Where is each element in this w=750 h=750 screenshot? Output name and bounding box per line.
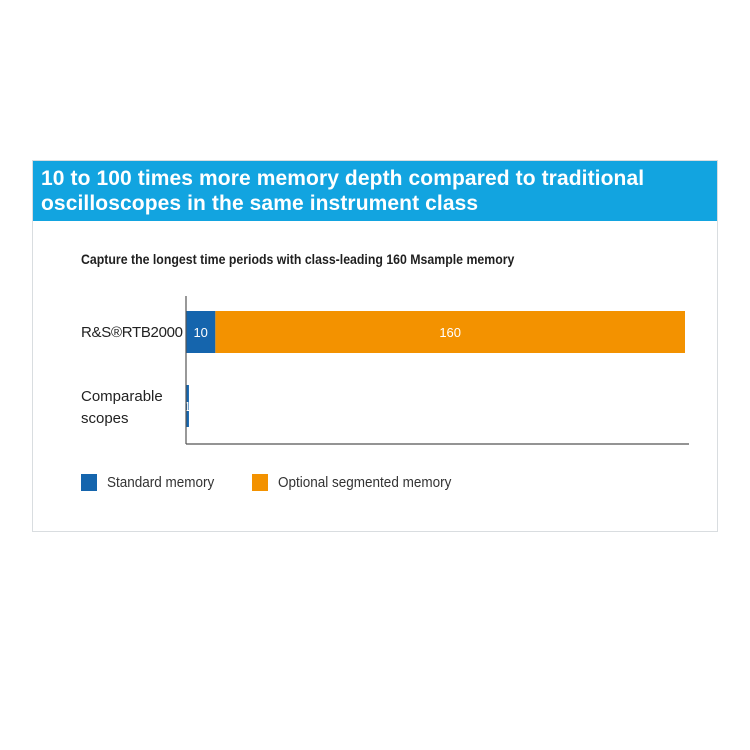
bar-optional-0 — [215, 311, 685, 353]
chart-title: Capture the longest time periods with cl… — [81, 251, 515, 267]
category-label-1-0: Comparable — [81, 388, 163, 405]
legend-label-optional: Optional segmented memory — [278, 474, 452, 491]
headline-banner: 10 to 100 times more memory depth compar… — [33, 161, 717, 221]
category-label-1-1: scopes — [81, 410, 129, 427]
legend: Standard memory Optional segmented memor… — [81, 474, 497, 491]
legend-item-standard: Standard memory — [81, 474, 226, 491]
legend-swatch-standard — [81, 474, 97, 491]
headline-line-1: 10 to 100 times more memory depth compar… — [41, 167, 645, 190]
bar-standard-1 — [186, 385, 189, 427]
category-label-0-0: R&S®RTB2000 — [81, 324, 183, 341]
bar-chart: 10 160 1 R&S®RTB2000 Comparable scopes — [81, 296, 689, 445]
headline-line-2: oscilloscopes in the same instrument cla… — [41, 192, 479, 215]
data-label-standard-1: 1 — [184, 399, 191, 414]
data-label-optional-0: 160 — [439, 325, 461, 340]
legend-swatch-optional — [252, 474, 269, 491]
chart-card: 10 to 100 times more memory depth compar… — [32, 160, 718, 532]
data-label-standard-0: 10 — [193, 325, 207, 340]
legend-item-optional: Optional segmented memory — [252, 474, 471, 491]
legend-label-standard: Standard memory — [107, 474, 215, 491]
bar-standard-0 — [186, 311, 216, 353]
